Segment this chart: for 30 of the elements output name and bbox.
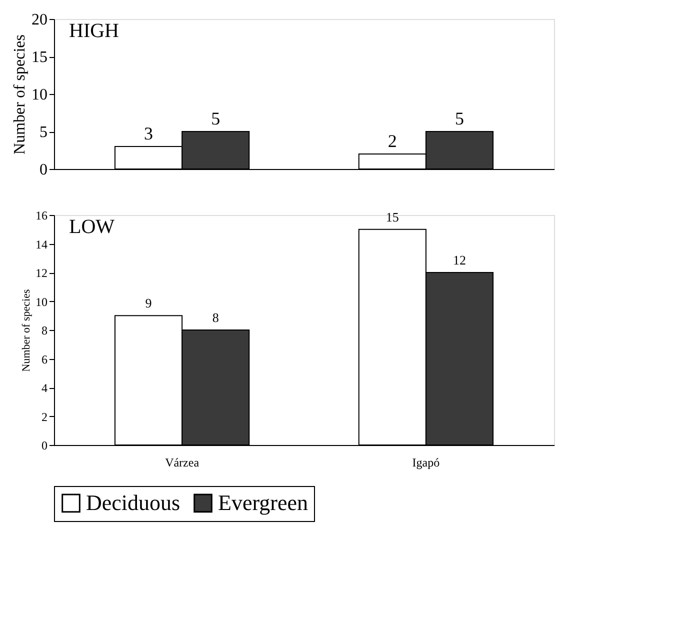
x-tick-label: Igapó <box>412 456 440 470</box>
data-label: 5 <box>211 108 220 128</box>
data-label: 5 <box>454 108 464 128</box>
data-label: 8 <box>212 310 219 325</box>
annotation: LOW <box>69 216 115 238</box>
y-tick-label: 2 <box>42 410 48 424</box>
x-tick-label: Várzea <box>165 456 200 470</box>
data-label: 15 <box>386 209 399 224</box>
y-tick-label: 8 <box>42 324 48 338</box>
y-tick-label: 10 <box>32 86 48 104</box>
y-axis-title: Number of species <box>12 34 28 154</box>
data-label: 2 <box>388 131 397 151</box>
y-tick-label: 5 <box>40 124 48 141</box>
legend-label: Deciduous <box>86 490 180 516</box>
data-label: 12 <box>452 252 466 268</box>
y-tick-label: 16 <box>36 208 48 222</box>
legend-label: Evergreen <box>218 490 308 516</box>
data-label: 9 <box>145 296 152 311</box>
y-tick-label: 0 <box>40 162 48 178</box>
y-tick-label: 20 <box>32 12 48 28</box>
data-label: 3 <box>144 124 154 144</box>
y-tick-label: 6 <box>42 352 48 366</box>
y-axis-title: Number of species <box>20 289 32 372</box>
y-tick-label: 14 <box>36 237 48 252</box>
y-tick-label: 10 <box>36 294 48 309</box>
y-tick-label: 0 <box>42 438 48 452</box>
y-tick-label: 12 <box>36 266 48 280</box>
annotation: HIGH <box>69 20 119 42</box>
y-tick-label: 15 <box>32 49 48 66</box>
y-tick-label: 4 <box>42 381 48 395</box>
